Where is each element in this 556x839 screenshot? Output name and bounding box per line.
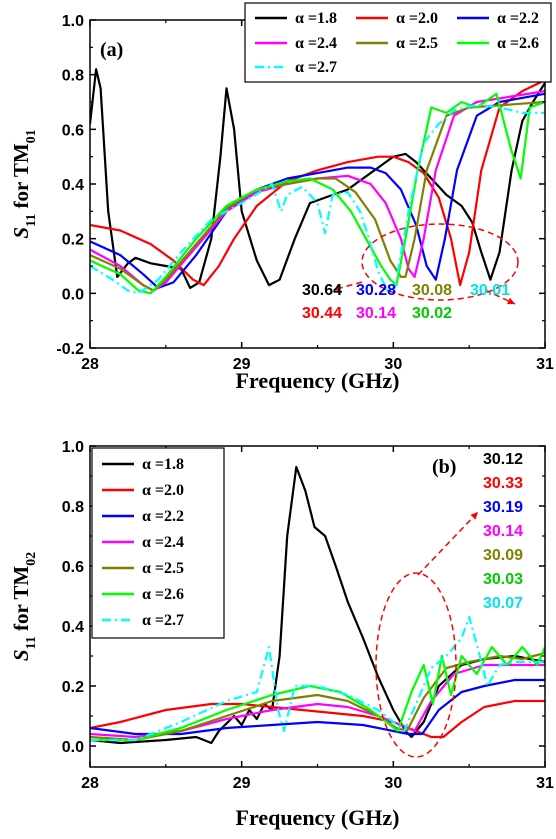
annotation-arrow [484,289,516,305]
annotation-value: 30.33 [483,475,523,492]
annotation-value: 30.01 [470,282,510,299]
y-tick-label: 0.6 [62,122,84,139]
series-line-1 [90,79,545,287]
annotation-value: 30.12 [483,451,523,468]
annotation-arrowhead [507,297,515,305]
annotation-arrowhead [333,284,341,292]
x-tick-label: 30 [384,775,402,792]
highlight-ellipse [375,572,457,758]
series-line-1 [90,699,545,739]
legend-label: α =2.0 [142,482,184,499]
legend-label: α =2.7 [295,59,337,76]
highlight-ellipse [361,223,519,301]
annotation-value: 30.03 [483,571,523,588]
annotation-value: 30.14 [483,523,523,540]
y-tick-label: 0.8 [62,499,84,516]
legend-label: α =2.7 [142,612,184,629]
annotation-value: 30.19 [483,499,523,516]
y-tick-label: 0.4 [62,177,84,194]
legend-label: α =2.6 [497,35,539,52]
panel-label: (a) [100,39,123,61]
series-group [90,465,545,745]
x-tick-label: 29 [233,356,251,373]
y-axis-label-part: for TM [9,143,33,214]
annotation-value: 30.44 [302,305,342,322]
chart-panel-b: 28 29 30 31 0.0 0.2 0.4 0.6 0.8 1.0 Frequency (GHz… [9,439,554,830]
annotation-value: 30.07 [483,595,523,612]
legend: α =1.8 α =2.0 α =2.2 α =2.4 α =2.5 α =2.6 α =2… [91,447,225,639]
annotation-value: 30.28 [356,282,396,299]
x-tick-label: 29 [233,775,251,792]
legend-label: α =2.4 [142,534,184,551]
y-tick-label: 0.0 [62,739,84,756]
y-tick-label: 0.4 [62,619,84,636]
annotation-value: 30.09 [483,547,523,564]
series-line-6 [90,103,545,295]
legend: α =1.8 α =2.0 α =2.2 α =2.4 α =2.5 α =2.6 α =2… [244,2,552,83]
series-line-4 [90,651,545,742]
legend-label: α =2.2 [497,10,539,27]
x-tick-label: 30 [384,356,402,373]
series-line-3 [90,663,545,739]
chart-panel-a: 28 29 30 31 -0.2 0.0 0.2 0.4 0.6 0.8 1.0 Frequency … [9,2,554,393]
y-axis-label-part: 01 [24,129,39,143]
y-tick-label: 0.0 [62,286,84,303]
y-axis-label-part: 02 [24,552,39,566]
series-line-2 [90,92,545,289]
legend-label: α =1.8 [142,456,184,473]
y-tick-label: 0.2 [62,232,84,249]
legend-label: α =2.5 [142,560,184,577]
legend-label: α =2.5 [396,35,438,52]
series-line-0 [90,465,545,745]
y-axis-label-part: S [9,649,33,661]
y-axis-label: S11 for TM02 [9,552,39,661]
legend-box [244,2,552,83]
y-tick-label: 1.0 [62,13,84,30]
x-tick-label: 28 [81,775,99,792]
legend-label: α =2.4 [295,35,337,52]
x-tick-label: 28 [81,356,99,373]
annotation-arrowhead [470,512,478,520]
y-axis-label-part: S [9,227,33,239]
legend-label: α =1.8 [295,10,337,27]
annotation-value: 30.08 [412,282,452,299]
series-line-2 [90,678,545,736]
legend-label: α =2.6 [142,586,184,603]
y-tick-label: -0.2 [56,341,84,358]
legend-label: α =2.0 [396,10,438,27]
panel-label: (b) [432,456,456,478]
annotation-value: 30.02 [412,305,452,322]
series-group [90,68,545,295]
y-axis-label-part: 11 [24,636,39,649]
annotation-arrow [417,511,479,576]
y-tick-label: 0.2 [62,679,84,696]
annotation-value: 30.14 [356,305,396,322]
x-tick-label: 31 [536,775,554,792]
series-line-5 [90,645,545,742]
y-tick-label: 0.8 [62,68,84,85]
series-line-5 [90,92,545,295]
y-axis-label-part: for TM [9,566,33,637]
y-axis-label: S11 for TM01 [9,129,39,238]
series-line-6 [90,615,545,742]
x-tick-label: 31 [536,356,554,373]
legend-label: α =2.2 [142,508,184,525]
x-axis-label: Frequency (GHz) [236,368,400,393]
y-tick-label: 1.0 [62,439,84,456]
series-line-3 [90,90,545,292]
y-axis-label-part: 11 [24,214,39,227]
series-line-0 [90,68,545,289]
y-tick-label: 0.6 [62,559,84,576]
annotation-value: 30.64 [302,282,342,299]
x-axis-label: Frequency (GHz) [236,805,400,830]
